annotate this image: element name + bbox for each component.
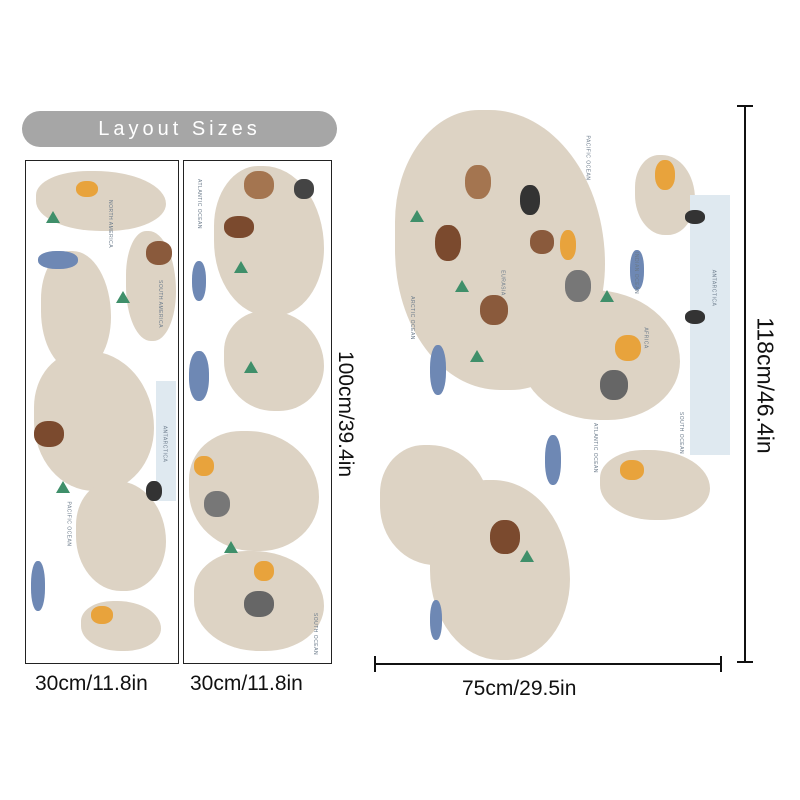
map-label: ARCTIC OCEAN xyxy=(408,296,415,340)
full-width-label: 75cm/29.5in xyxy=(462,677,577,700)
full-height-label: 118cm/46.4in xyxy=(752,317,779,454)
banner-title: Layout Sizes xyxy=(98,117,261,140)
width-dimension-line xyxy=(374,663,722,665)
panel-left: SOUTH AMERICA NORTH AMERICA PACIFIC OCEA… xyxy=(25,160,179,664)
width-dimension-tick xyxy=(720,656,722,672)
map-label: SOUTH AMERICA xyxy=(156,280,163,328)
height-dimension-tick xyxy=(737,661,753,663)
map-label: INDIAN OCEAN xyxy=(633,251,640,295)
map-label: EURASIA xyxy=(499,270,506,296)
layout-sizes-banner: Layout Sizes xyxy=(22,111,337,147)
map-label: ANTARCTICA xyxy=(161,425,168,463)
map-label: AFRICA xyxy=(642,327,649,349)
map-label: PACIFIC OCEAN xyxy=(65,501,72,547)
panel-height-label: 100cm/39.4in xyxy=(334,350,357,478)
height-dimension-line xyxy=(744,105,746,663)
map-label: SOUTH OCEAN xyxy=(312,612,319,656)
width-dimension-tick xyxy=(374,656,376,672)
map-label: ANTARCTICA xyxy=(710,269,717,307)
map-label: PACIFIC OCEAN xyxy=(584,135,591,181)
panel1-width-label: 30cm/11.8in xyxy=(35,672,148,695)
panel-right: ATLANTIC OCEAN SOUTH OCEAN xyxy=(183,160,332,664)
map-label: ATLANTIC OCEAN xyxy=(591,423,598,473)
map-label: ATLANTIC OCEAN xyxy=(195,179,202,229)
full-map: PACIFIC OCEAN INDIAN OCEAN ANTARCTICA AR… xyxy=(370,100,730,665)
map-label: SOUTH OCEAN xyxy=(678,411,685,455)
height-dimension-tick xyxy=(737,105,753,107)
map-label: NORTH AMERICA xyxy=(107,199,114,249)
panel2-width-label: 30cm/11.8in xyxy=(190,672,303,695)
